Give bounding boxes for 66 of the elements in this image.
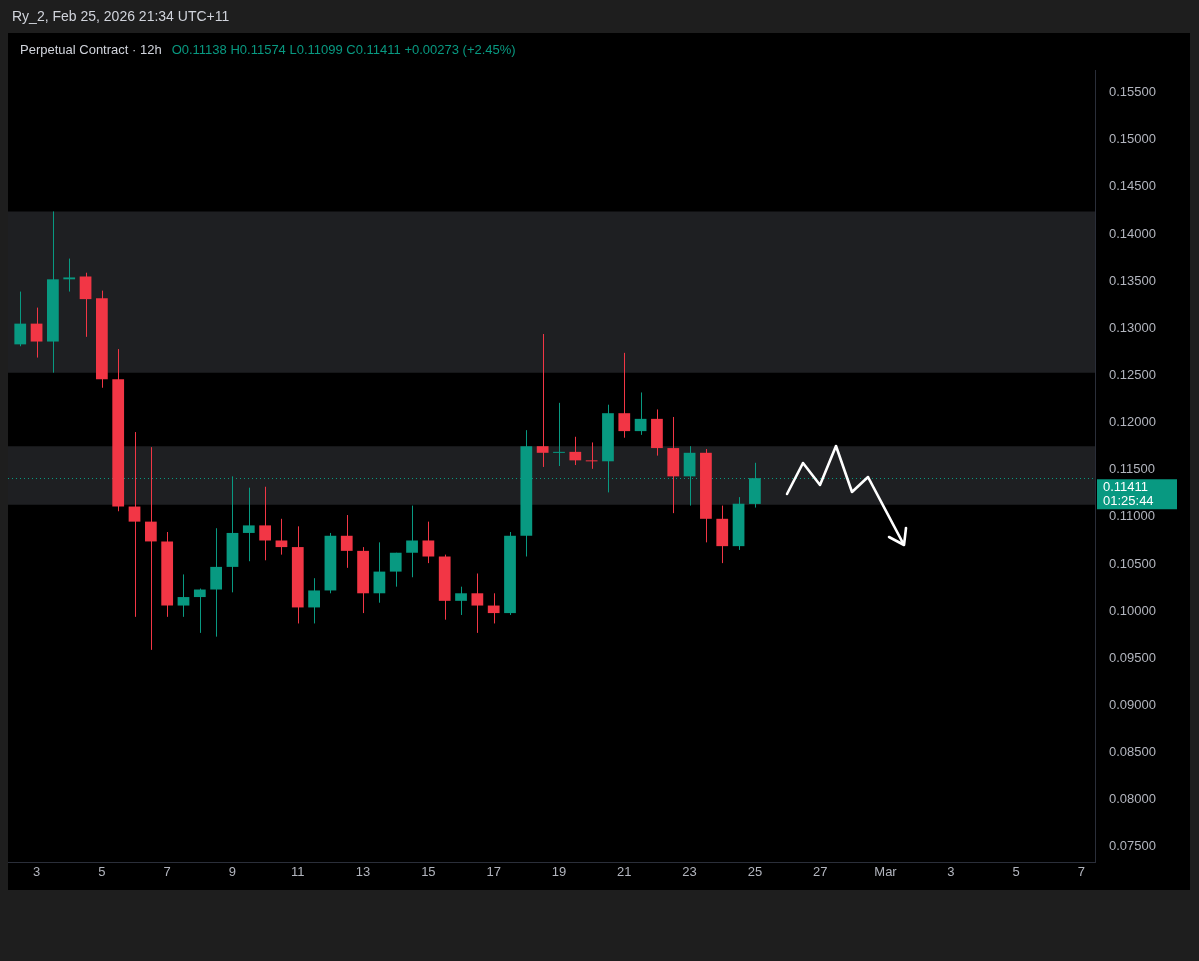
candlestick xyxy=(389,552,402,588)
candlestick xyxy=(487,592,500,624)
candlestick xyxy=(536,333,549,468)
x-tick-label: 27 xyxy=(812,864,828,880)
candlestick xyxy=(242,487,255,562)
candlestick xyxy=(193,588,206,634)
text: Ry_2, Feb 25, 2026 21:34 UTC+11 xyxy=(12,8,230,24)
candlestick xyxy=(471,572,484,634)
x-tick-label: 3 xyxy=(947,864,955,880)
y-tick-label: 0.10000 xyxy=(1109,602,1156,618)
candlestick xyxy=(569,436,582,466)
x-tick-label: 7 xyxy=(1077,864,1086,880)
y-tick-label: 0.11500 xyxy=(1109,461,1156,477)
y-tick-label: 0.14500 xyxy=(1109,178,1156,194)
x-tick-label: Mar xyxy=(874,864,898,880)
candlestick xyxy=(30,307,43,359)
x-tick-label: 19 xyxy=(551,864,567,880)
x-tick-label: 23 xyxy=(682,864,697,880)
candlestick xyxy=(422,521,435,564)
candlestick xyxy=(275,518,288,556)
x-tick-label: 13 xyxy=(355,864,371,880)
y-tick-label: 0.12000 xyxy=(1109,414,1156,430)
y-tick-label: 0.15500 xyxy=(1109,84,1156,100)
ref-line-label: 0.11411 xyxy=(1103,479,1149,495)
text: 01:25:44 xyxy=(1103,493,1154,509)
x-tick-label: 9 xyxy=(228,864,237,880)
y-tick-label: 0.09000 xyxy=(1109,697,1156,713)
y-tick-label: 0.13000 xyxy=(1109,319,1156,335)
y-tick-label: 0.14000 xyxy=(1109,225,1156,241)
y-tick-label: 0.15000 xyxy=(1109,131,1156,147)
text: O0.11138 H0.11574 L0.11099 C0.11411 +0.00273 (+2.45%) xyxy=(171,42,516,57)
candlestick xyxy=(308,577,320,624)
candlestick xyxy=(455,586,467,616)
candlestick xyxy=(618,352,631,439)
candlestick xyxy=(144,446,157,651)
y-tick-label: 0.07500 xyxy=(1109,838,1156,854)
candlestick xyxy=(634,391,647,436)
candlestick xyxy=(553,402,565,467)
x-tick-label: 25 xyxy=(747,864,763,880)
candlestick xyxy=(79,272,92,338)
candlestick xyxy=(259,486,271,561)
y-tick-label: 0.12500 xyxy=(1109,367,1156,383)
candlestick xyxy=(128,431,141,618)
x-tick-label: 17 xyxy=(486,864,501,880)
x-tick-label: 21 xyxy=(617,864,632,880)
y-tick-label: 0.11000 xyxy=(1109,508,1156,524)
candlestick xyxy=(177,573,190,618)
x-tick-label: 3 xyxy=(32,864,41,880)
x-tick-label: 5 xyxy=(1012,864,1020,880)
x-tick-label: 11 xyxy=(291,864,305,880)
y-tick-label: 0.10500 xyxy=(1109,555,1156,571)
y-tick-label: 0.08000 xyxy=(1109,791,1156,807)
x-tick-label: 15 xyxy=(421,864,436,880)
x-tick-label: 7 xyxy=(163,864,171,880)
x-tick-label: 5 xyxy=(98,864,106,880)
candlestick xyxy=(340,514,353,569)
candlestick xyxy=(210,527,223,638)
y-tick-label: 0.13500 xyxy=(1109,272,1156,288)
y-tick-label: 0.09500 xyxy=(1109,649,1156,665)
chart-title: Perpetual Contract · 12h xyxy=(20,42,162,57)
candlestick xyxy=(585,441,598,470)
candlestick xyxy=(406,505,418,578)
candlestick xyxy=(63,258,76,293)
y-tick-label: 0.08500 xyxy=(1109,744,1156,760)
candlestick xyxy=(373,541,386,604)
candlestick xyxy=(14,291,27,347)
